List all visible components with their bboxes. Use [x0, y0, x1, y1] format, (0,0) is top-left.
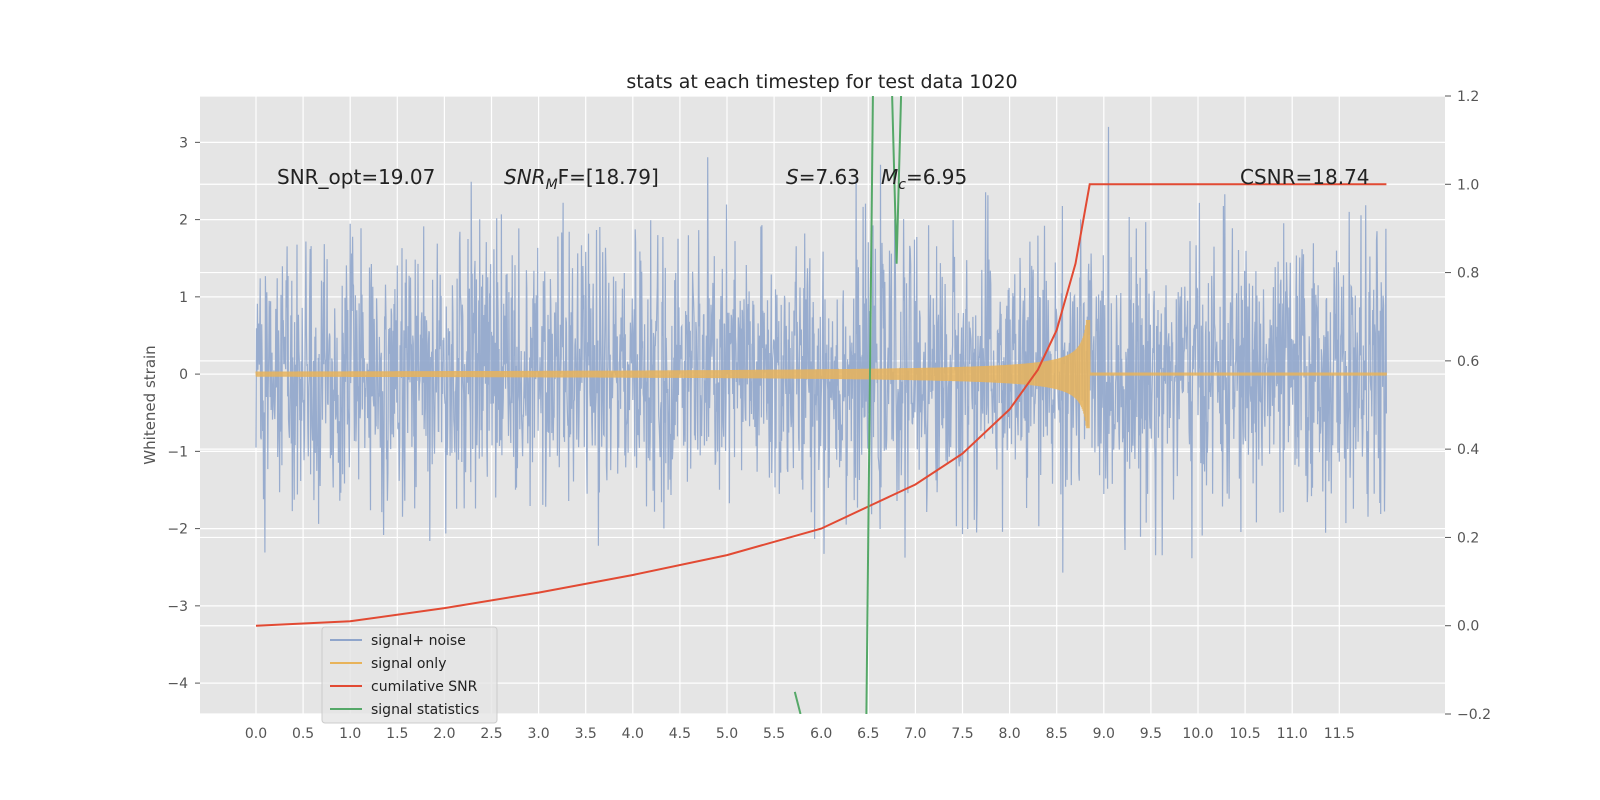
x-tick-label: 7.5 [951, 726, 973, 742]
x-tick-label: 9.0 [1093, 726, 1115, 742]
y-tick-label: 1 [179, 290, 188, 306]
y-tick-label: −3 [167, 599, 188, 615]
y2-tick-label: −0.2 [1457, 707, 1491, 723]
series-signal-statistics-line [891, 96, 903, 264]
annotation-mc: Mc=6.95 [881, 165, 967, 193]
legend-label-signal-noise: signal+ noise [371, 633, 466, 649]
axes: 0.0 0.5 1.0 1.5 2.0 2.5 3.0 3.5 4.0 4.5 5.0 5.5 6.0 6… [167, 89, 1491, 742]
x-tick-label: 10.5 [1230, 726, 1261, 742]
y-tick-label: −1 [167, 444, 188, 460]
series-signal-noise-line [255, 126, 1387, 573]
annotation-s-symbol: S [786, 165, 799, 189]
x-tick-label: 3.5 [575, 726, 597, 742]
x-tick-label: 1.5 [386, 726, 408, 742]
y-tick-label: 2 [179, 213, 188, 229]
annotation-mc-symbol: M [881, 165, 898, 189]
y-tick-label: −2 [167, 522, 188, 538]
x-tick-label: 4.0 [622, 726, 644, 742]
series-signal-statistics-line [865, 96, 874, 714]
x-tick-label: 10.0 [1182, 726, 1213, 742]
y2-tick-label: 1.2 [1457, 89, 1479, 105]
x-tick-label: 6.5 [857, 726, 879, 742]
x-tick-label: 2.0 [433, 726, 455, 742]
x-tick-label: 8.5 [1046, 726, 1068, 742]
y2-tick-label: 0.0 [1457, 619, 1479, 635]
annotation-mc-value: =6.95 [906, 165, 967, 189]
annotation-snr-mf-sub: M [546, 177, 558, 193]
x-tick-label: 7.0 [904, 726, 926, 742]
x-tick-label: 1.0 [339, 726, 361, 742]
legend-label-signal-only: signal only [371, 656, 446, 672]
series-signal-only-line [255, 319, 1388, 429]
annotation-snr-mf: SNRMF=[18.79] [504, 165, 659, 193]
x-tick-label: 0.0 [245, 726, 267, 742]
legend-label-signal-statistics: signal statistics [371, 702, 479, 718]
x-tick-label: 11.0 [1277, 726, 1308, 742]
x-tick-label: 3.0 [527, 726, 549, 742]
y-axis-label: Whitened strain [141, 345, 159, 464]
chart-title: stats at each timestep for test data 102… [626, 71, 1017, 93]
legend: signal+ noise signal only cumilative SNR… [321, 626, 498, 724]
annotation-s: S=7.63 [786, 165, 860, 189]
x-tick-label: 5.0 [716, 726, 738, 742]
x-tick-label: 2.5 [480, 726, 502, 742]
legend-box [321, 626, 498, 724]
legend-label-cumulative-snr: cumilative SNR [371, 679, 478, 695]
annotation-mc-sub: c [898, 177, 906, 193]
x-tick-label: 8.0 [998, 726, 1020, 742]
x-tick-label: 5.5 [763, 726, 785, 742]
x-tick-label: 6.0 [810, 726, 832, 742]
x-tick-label: 11.5 [1324, 726, 1355, 742]
annotation-s-value: =7.63 [799, 165, 860, 189]
annotation-snr-opt: SNR_opt=19.07 [277, 165, 435, 189]
x-tick-label: 4.5 [669, 726, 691, 742]
y2-tick-label: 0.8 [1457, 266, 1479, 282]
y2-tick-label: 0.4 [1457, 442, 1479, 458]
annotation-snr-mf-main: SNR [504, 165, 546, 189]
x-tick-label: 0.5 [292, 726, 314, 742]
y-tick-label: 3 [179, 135, 188, 151]
y2-tick-label: 0.2 [1457, 530, 1479, 546]
series-layer [255, 96, 1388, 714]
x-tick-label: 9.5 [1140, 726, 1162, 742]
annotation-csnr: CSNR=18.74 [1240, 165, 1370, 189]
y-tick-label: 0 [179, 367, 188, 383]
y2-tick-label: 0.6 [1457, 354, 1479, 370]
series-signal-statistics-line [793, 691, 802, 714]
annotation-snr-mf-rest: F=[18.79] [558, 165, 659, 189]
y2-tick-label: 1.0 [1457, 177, 1479, 193]
y-tick-label: −4 [167, 676, 188, 692]
series-cumulative-snr-line [255, 183, 1387, 627]
